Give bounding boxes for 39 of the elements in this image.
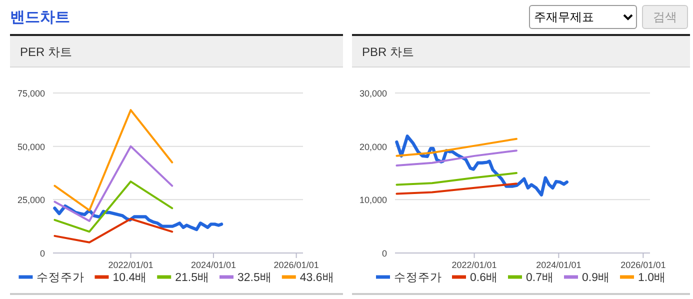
x-tick-label: 2024/01/01: [190, 260, 236, 270]
line-series: [396, 138, 518, 157]
y-tick-label: 25,000: [17, 195, 45, 206]
line-series: [396, 182, 518, 195]
line-series: [54, 145, 174, 222]
line-series: [54, 109, 174, 212]
x-tick-label: 2026/01/01: [274, 260, 319, 270]
legend-label: 32.5배: [238, 272, 272, 284]
line-series: [54, 180, 174, 233]
y-tick-label: 0: [40, 248, 45, 258]
line-series: [53, 204, 224, 232]
y-tick-label: 30,000: [359, 88, 387, 98]
chart-title: PBR 차트: [362, 45, 414, 59]
legend-label: 43.6배: [300, 272, 334, 284]
legend-label: 21.5배: [175, 272, 210, 284]
x-tick-label: 2024/01/01: [536, 260, 582, 270]
legend-label: 10.4배: [112, 272, 148, 284]
x-tick-label: 2022/01/01: [452, 260, 497, 270]
text: 검색: [642, 5, 688, 29]
y-tick-label: 10,000: [359, 195, 387, 206]
text: 밴드차트: [10, 8, 70, 27]
line-series: [54, 218, 174, 244]
text: 주재무제표: [529, 5, 637, 29]
legend-label: 수정주가: [36, 272, 85, 284]
y-tick-label: 20,000: [359, 142, 387, 152]
legend-label: 0.7배: [526, 272, 554, 284]
line-series: [396, 172, 518, 186]
chart-title: PER 차트: [20, 45, 72, 59]
y-tick-label: 75,000: [17, 88, 45, 98]
x-tick-label: 2022/01/01: [108, 260, 154, 270]
legend-label: 0.9배: [582, 272, 610, 284]
line-series: [395, 134, 568, 196]
legend-label: 1.0배: [638, 272, 666, 284]
x-tick-label: 2026/01/01: [620, 260, 666, 270]
y-tick-label: 50,000: [17, 142, 45, 152]
line-series: [396, 150, 518, 167]
legend-label: 0.6배: [470, 272, 498, 284]
legend-label: 수정주가: [394, 272, 442, 284]
y-tick-label: 0: [382, 248, 387, 258]
